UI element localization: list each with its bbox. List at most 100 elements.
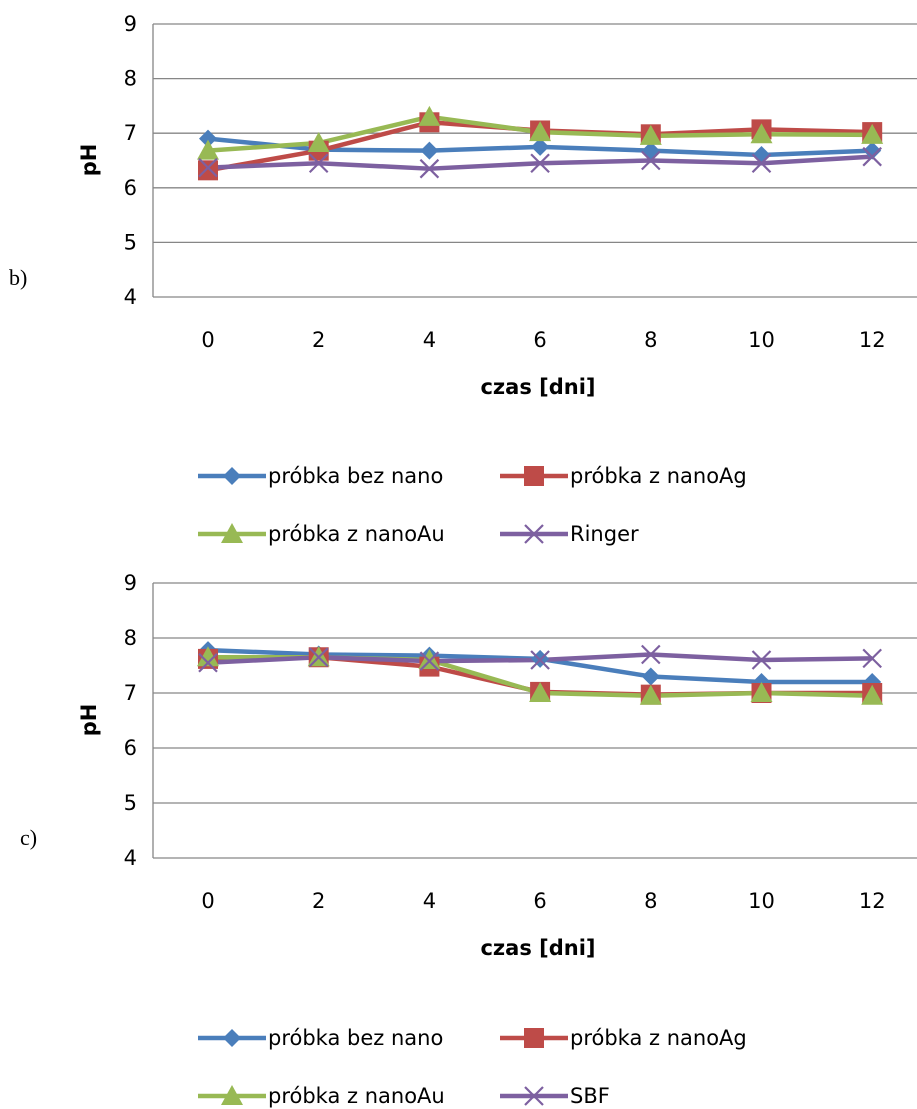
chart-b-series-2-point: [861, 123, 884, 144]
chart-b-y-tick-label: 8: [124, 67, 137, 91]
chart-b-legend-item: próbka z nanoAg: [500, 464, 747, 488]
chart-b-series-0-point: [199, 129, 217, 148]
chart-b-legend-swatch-marker: [223, 467, 241, 485]
chart-c-series-3-point: [641, 644, 661, 665]
chart-c-legend-label: próbka bez nano: [268, 1026, 443, 1050]
chart-b-x-tick-label: 10: [748, 328, 775, 352]
chart-b-x-tick-label: 12: [859, 328, 886, 352]
chart-c-series-3-point: [308, 647, 329, 668]
chart-c-legend-item: próbka z nanoAg: [500, 1026, 747, 1050]
chart-b-series-2-point: [639, 124, 662, 145]
chart-c-y-axis-title: pH: [77, 704, 101, 737]
chart-b-legend-label: próbka bez nano: [268, 464, 443, 488]
chart-c-y-tick-label: 8: [124, 626, 137, 650]
chart-c-series-2-point: [750, 682, 773, 702]
chart-b-legend-swatch-marker: [524, 524, 544, 544]
chart-c-y-tick-label: 4: [124, 846, 137, 870]
chart-b-series-3-point: [308, 153, 329, 174]
chart-b-legend-item: próbka bez nano: [198, 464, 443, 488]
chart-c-y-tick-labels: 4 5 6 7 8 9: [124, 571, 137, 870]
chart-c-y-tick-label: 7: [124, 681, 137, 705]
chart-c-legend-label: próbka z nanoAu: [268, 1084, 445, 1108]
chart-b-series-2-point: [307, 132, 330, 153]
chart-b-legend-label: próbka z nanoAu: [268, 522, 445, 546]
chart-b-y-tick-label: 5: [124, 230, 137, 254]
chart-c-legend-item: próbka z nanoAu: [198, 1084, 445, 1108]
chart-c-x-tick-label: 8: [644, 889, 657, 913]
chart-b-series-2-point: [418, 105, 441, 126]
chart-c-y-tick-label: 9: [124, 571, 137, 595]
chart-c-x-axis-title: czas [dni]: [480, 936, 595, 960]
chart-c-series-markers: [197, 641, 884, 705]
chart-c-legend: próbka bez nano próbka z nanoAg próbka z n…: [198, 1026, 747, 1108]
chart-c-panel-label: c): [20, 825, 37, 850]
chart-c-series-2-point: [418, 649, 441, 669]
chart-b-series-0-point: [863, 141, 882, 160]
chart-b-y-tick-label: 9: [124, 12, 137, 36]
chart-b-x-tick-labels: 0 2 4 6 8 10 12: [201, 328, 885, 352]
chart-c-legend-label: próbka z nanoAg: [570, 1026, 747, 1050]
chart-c-legend-item: próbka bez nano: [198, 1026, 443, 1050]
chart-b-x-axis-title: czas [dni]: [480, 375, 595, 399]
chart-c-legend-swatch-marker: [223, 1029, 241, 1047]
chart-b-series-3-point: [198, 157, 218, 178]
chart-c-series-2-point: [861, 684, 884, 705]
chart-b-series-2-point: [750, 123, 773, 144]
chart-b-legend-label: próbka z nanoAg: [570, 464, 747, 488]
chart-b-series-3-point: [641, 150, 661, 171]
chart-b-x-tick-label: 8: [644, 328, 657, 352]
chart-b: 4 5 6 7 8 9 0 2 4 6 8 10 12 pH czas [dni] b) próbka…: [9, 12, 917, 546]
chart-b-x-tick-label: 4: [423, 328, 436, 352]
chart-c: 4 5 6 7 8 9 0 2 4 6 8 10 12 pH czas [dni] c) próbka…: [20, 571, 917, 1108]
chart-b-series-markers: [197, 105, 884, 181]
chart-b-y-tick-label: 4: [124, 285, 137, 309]
chart-c-x-tick-label: 10: [748, 889, 775, 913]
chart-c-series-2-point: [197, 646, 219, 667]
chart-b-x-tick-label: 0: [201, 328, 214, 352]
chart-c-legend-item: SBF: [500, 1084, 610, 1108]
chart-c-legend-label: SBF: [570, 1084, 610, 1108]
chart-b-series-0-point: [531, 137, 550, 156]
chart-c-series-0-point: [641, 667, 660, 686]
chart-c-series-3-point: [530, 650, 550, 670]
chart-c-series-3-point: [419, 651, 440, 671]
chart-b-y-tick-labels: 4 5 6 7 8 9: [124, 12, 137, 309]
chart-c-series-2-point: [639, 684, 662, 705]
chart-c-x-tick-labels: 0 2 4 6 8 10 12: [201, 889, 885, 913]
chart-c-y-tick-label: 5: [124, 791, 137, 815]
chart-c-series-3-point: [198, 652, 218, 673]
chart-c-legend-swatch-marker: [524, 1028, 544, 1048]
chart-b-y-tick-label: 6: [124, 176, 137, 200]
chart-b-x-tick-label: 6: [533, 328, 546, 352]
chart-b-legend-swatch-marker: [524, 466, 544, 486]
chart-c-y-tick-label: 6: [124, 736, 137, 760]
chart-b-legend-swatch-marker: [221, 523, 243, 543]
chart-b-axes: [152, 24, 917, 298]
chart-b-series-1-point: [198, 160, 218, 181]
chart-c-x-tick-label: 12: [859, 889, 886, 913]
chart-b-panel-label: b): [9, 265, 27, 290]
chart-c-x-tick-label: 6: [533, 889, 546, 913]
chart-c-legend-swatch-marker: [524, 1086, 544, 1106]
chart-b-series-3-point: [530, 153, 550, 174]
chart-c-legend-swatch-marker: [221, 1085, 243, 1105]
chart-b-legend-label: Ringer: [570, 522, 639, 546]
chart-b-y-axis-title: pH: [77, 144, 101, 177]
chart-c-x-tick-label: 4: [423, 889, 436, 913]
chart-b-series-3-point: [419, 158, 440, 179]
chart-b-x-tick-label: 2: [312, 328, 325, 352]
chart-c-series-3-point: [862, 648, 882, 669]
chart-c-x-tick-label: 2: [312, 889, 325, 913]
chart-c-series-3-point: [751, 650, 772, 670]
chart-c-x-tick-label: 0: [201, 889, 214, 913]
chart-b-series-3-point: [751, 153, 772, 174]
chart-b-legend-item: próbka z nanoAu: [198, 522, 445, 546]
chart-b-legend: próbka bez nano próbka z nanoAg próbka z n…: [198, 464, 747, 546]
chart-b-series-3-point: [862, 146, 882, 167]
chart-c-series-2-point: [529, 682, 552, 702]
chart-b-series-0-point: [420, 141, 439, 160]
chart-c-axes: [152, 583, 917, 859]
chart-b-series-2-point: [197, 139, 219, 160]
chart-b-series-2-point: [529, 121, 552, 142]
